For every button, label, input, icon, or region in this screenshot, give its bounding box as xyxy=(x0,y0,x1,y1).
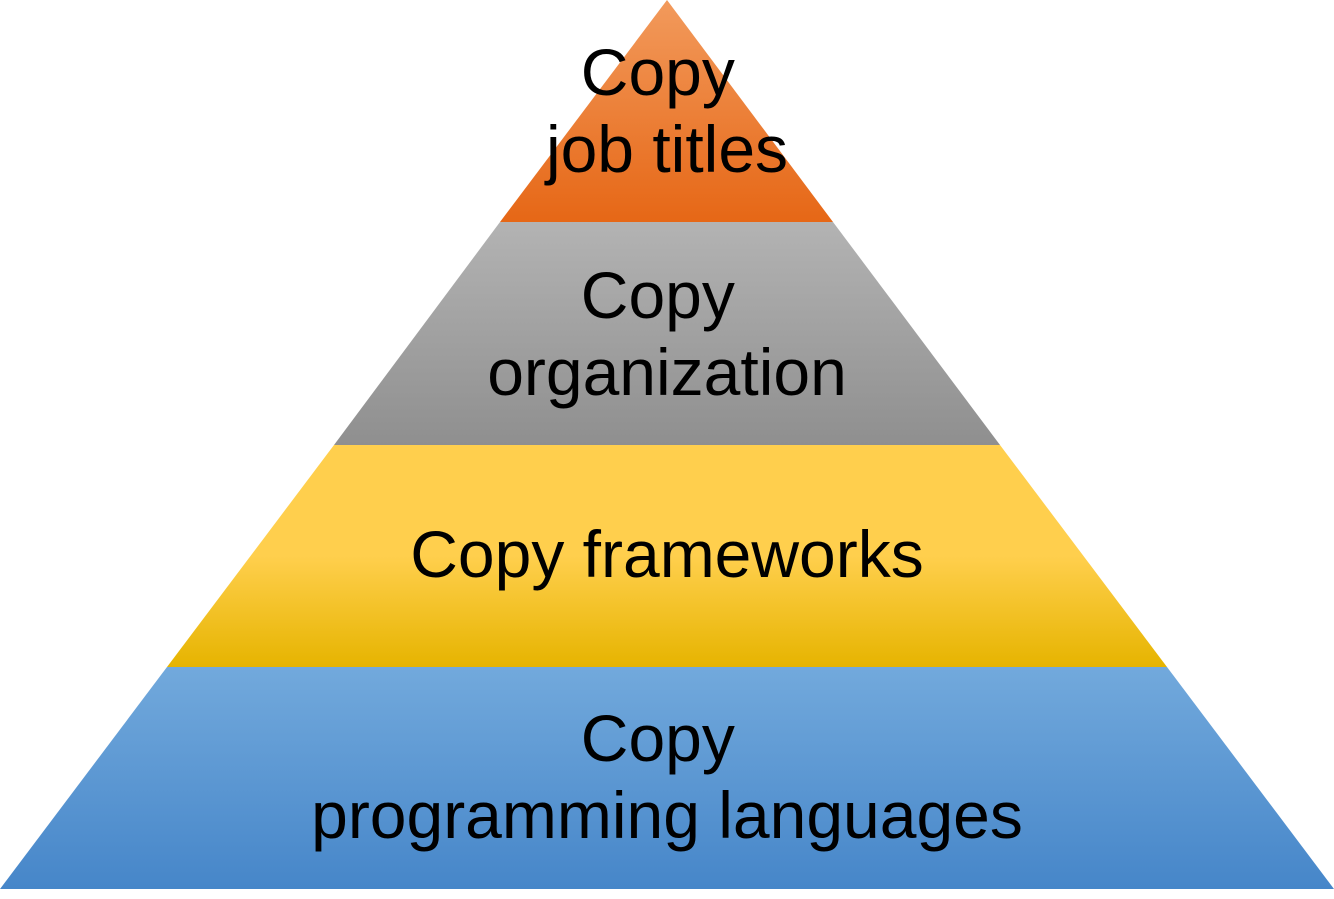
tier-job-titles-shape xyxy=(500,0,833,222)
tier-programming-languages-line-2: programming languages xyxy=(311,778,1023,852)
tier-organization: Copy organization xyxy=(334,222,1000,445)
tier-job-titles-line-2: job titles xyxy=(544,112,788,186)
tier-frameworks: Copy frameworks xyxy=(167,445,1167,667)
tier-programming-languages-shape xyxy=(0,667,1334,889)
tier-organization-line-1: Copy xyxy=(581,258,735,332)
tier-job-titles: Copy job titles xyxy=(500,0,833,222)
tier-job-titles-label: Copy job titles xyxy=(544,35,788,186)
tier-frameworks-shape xyxy=(167,445,1167,667)
tier-organization-shape xyxy=(334,222,1000,445)
tier-frameworks-line-1: Copy frameworks xyxy=(410,517,923,591)
tier-programming-languages: Copy programming languages xyxy=(0,667,1334,889)
tier-programming-languages-line-1: Copy xyxy=(581,701,735,775)
tier-job-titles-line-1: Copy xyxy=(581,35,735,109)
tier-organization-line-2: organization xyxy=(487,335,847,409)
tier-frameworks-label: Copy frameworks xyxy=(410,517,923,591)
tier-organization-label: Copy organization xyxy=(487,258,847,409)
tier-programming-languages-label: Copy programming languages xyxy=(311,701,1023,852)
